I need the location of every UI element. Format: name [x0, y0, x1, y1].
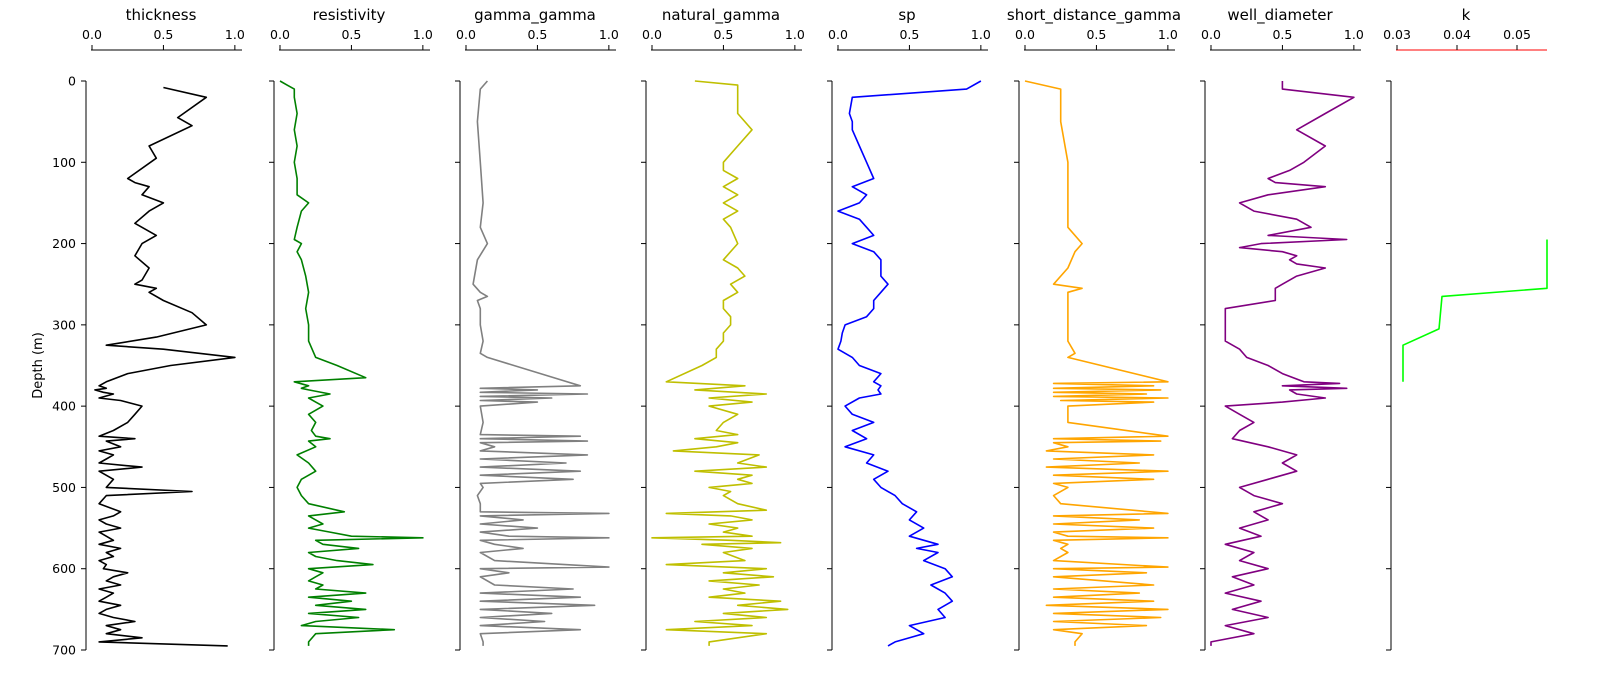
- x-tick-label-resistivity-2: 1.0: [413, 27, 433, 42]
- track-title-short_distance_gamma: short_distance_gamma: [1007, 6, 1181, 25]
- x-tick-label-thickness-1: 0.5: [153, 27, 173, 42]
- x-tick-label-natural_gamma-2: 1.0: [785, 27, 805, 42]
- track-resistivity: resistivity 0.0 0.5 1.0: [269, 6, 433, 651]
- y-tick-label-4: 400: [52, 399, 76, 414]
- x-tick-label-short_distance_gamma-2: 1.0: [1158, 27, 1178, 42]
- x-tick-label-k-0: 0.03: [1383, 27, 1411, 42]
- series-line-thickness: [94, 86, 236, 647]
- series-line-well_diameter: [1210, 81, 1355, 646]
- x-tick-label-resistivity-1: 0.5: [341, 27, 361, 42]
- series-line-gamma_gamma: [472, 80, 610, 646]
- x-tick-label-short_distance_gamma-1: 0.5: [1086, 27, 1106, 42]
- x-tick-label-gamma_gamma-2: 1.0: [599, 27, 619, 42]
- y-tick-label-3: 300: [52, 317, 76, 332]
- y-axis-label: Depth (m): [31, 332, 46, 399]
- track-title-gamma_gamma: gamma_gamma: [474, 6, 596, 25]
- series-line-k: [1402, 239, 1548, 382]
- track-title-well_diameter: well_diameter: [1227, 6, 1333, 25]
- track-title-natural_gamma: natural_gamma: [662, 6, 780, 25]
- x-tick-label-well_diameter-1: 0.5: [1272, 27, 1292, 42]
- y-tick-label-5: 500: [52, 480, 76, 495]
- x-tick-label-natural_gamma-0: 0.0: [642, 27, 662, 42]
- track-sp: sp 0.0 0.5 1.0: [827, 6, 991, 651]
- y-tick-label-0: 0: [68, 74, 76, 89]
- track-title-thickness: thickness: [126, 6, 197, 24]
- track-well_diameter: well_diameter 0.0 0.5 1.0: [1200, 6, 1364, 651]
- x-tick-label-sp-0: 0.0: [828, 27, 848, 42]
- x-tick-label-short_distance_gamma-0: 0.0: [1015, 27, 1035, 42]
- track-short_distance_gamma: short_distance_gamma 0.0 0.5 1.0: [1007, 6, 1181, 651]
- y-tick-label-7: 700: [52, 643, 76, 658]
- series-line-short_distance_gamma: [1024, 80, 1169, 646]
- x-tick-label-sp-2: 1.0: [971, 27, 991, 42]
- x-tick-label-k-2: 0.05: [1503, 27, 1531, 42]
- track-title-k: k: [1462, 6, 1471, 24]
- y-tick-label-1: 100: [52, 155, 76, 170]
- series-line-natural_gamma: [651, 80, 789, 646]
- x-tick-label-thickness-0: 0.0: [82, 27, 102, 42]
- track-thickness: thickness 0.0 0.5 1.0 0 100 200 300 400 500 600 700: [52, 6, 245, 658]
- y-tick-label-2: 200: [52, 236, 76, 251]
- x-tick-label-thickness-2: 1.0: [225, 27, 245, 42]
- track-title-sp: sp: [898, 6, 915, 24]
- x-tick-label-natural_gamma-1: 0.5: [713, 27, 733, 42]
- x-tick-label-sp-1: 0.5: [899, 27, 919, 42]
- x-tick-label-resistivity-0: 0.0: [270, 27, 290, 42]
- series-line-sp: [837, 80, 982, 647]
- x-tick-label-gamma_gamma-0: 0.0: [456, 27, 476, 42]
- track-k: k 0.03 0.04 0.05: [1383, 6, 1548, 651]
- x-tick-label-well_diameter-0: 0.0: [1201, 27, 1221, 42]
- y-tick-label-6: 600: [52, 561, 76, 576]
- x-tick-label-gamma_gamma-1: 0.5: [527, 27, 547, 42]
- track-gamma_gamma: gamma_gamma 0.0 0.5 1.0: [455, 6, 619, 651]
- track-title-resistivity: resistivity: [313, 6, 386, 24]
- x-tick-label-well_diameter-2: 1.0: [1344, 27, 1364, 42]
- x-tick-label-k-1: 0.04: [1443, 27, 1471, 42]
- series-line-resistivity: [279, 80, 424, 646]
